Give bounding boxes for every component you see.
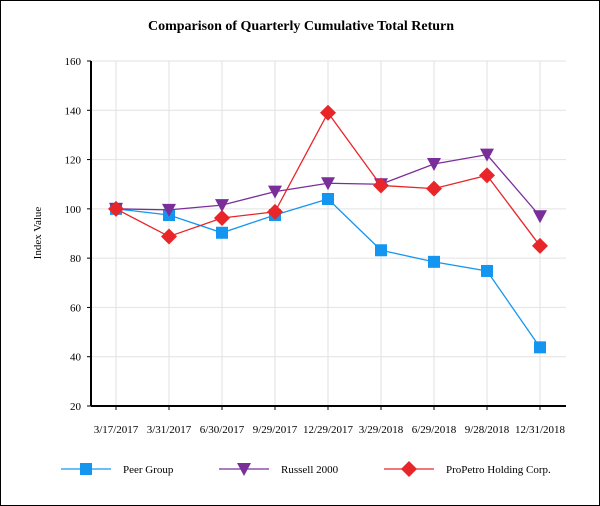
russell-2000-point <box>268 185 282 199</box>
legend-marker-propetro-holding-corp <box>401 461 417 477</box>
propetro-holding-corp-point <box>532 237 548 254</box>
y-tick-label: 160 <box>65 56 82 68</box>
peer-group-point <box>375 244 387 257</box>
x-tick-label: 12/29/2017 <box>303 424 354 436</box>
propetro-holding-corp-point <box>479 167 495 184</box>
legend-label-propetro-holding-corp: ProPetro Holding Corp. <box>446 464 551 476</box>
y-tick-label: 100 <box>65 204 82 216</box>
y-tick-label: 40 <box>70 352 82 364</box>
propetro-holding-corp-point <box>426 180 442 197</box>
peer-group-point <box>216 226 228 239</box>
legend-marker-russell-2000 <box>237 463 251 476</box>
propetro-holding-corp-point <box>373 177 389 194</box>
legend-label-peer-group: Peer Group <box>123 464 174 476</box>
propetro-holding-corp-point <box>161 228 177 245</box>
propetro-holding-corp-point <box>214 209 230 226</box>
propetro-holding-corp-point <box>108 200 124 217</box>
x-tick-label: 6/30/2017 <box>200 424 245 436</box>
x-tick-label: 3/29/2018 <box>359 424 404 436</box>
peer-group-point <box>428 255 440 268</box>
y-tick-label: 140 <box>65 105 82 117</box>
x-tick-label: 9/28/2018 <box>465 424 510 436</box>
y-axis-label: Index Value <box>32 207 44 260</box>
russell-2000-point <box>480 148 494 162</box>
x-tick-label: 6/29/2018 <box>412 424 457 436</box>
russell-2000-point <box>215 199 229 213</box>
peer-group-point <box>534 341 546 354</box>
russell-2000-point <box>162 203 176 217</box>
russell-2000-point <box>427 158 441 172</box>
x-tick-label: 3/31/2017 <box>147 424 192 436</box>
x-tick-label: 3/17/2017 <box>94 424 139 436</box>
legend-label-russell-2000: Russell 2000 <box>281 464 339 476</box>
y-tick-label: 80 <box>70 253 82 265</box>
x-tick-label: 9/29/2017 <box>253 424 298 436</box>
russell-2000-point <box>533 210 547 224</box>
peer-group-point <box>322 193 334 205</box>
legend-marker-peer-group <box>80 463 92 475</box>
y-tick-label: 20 <box>70 401 82 413</box>
propetro-holding-corp-point <box>267 203 283 220</box>
russell-2000-point <box>321 177 335 191</box>
y-tick-label: 60 <box>70 302 82 314</box>
x-tick-label: 12/31/2018 <box>515 424 566 436</box>
peer-group-point <box>481 264 493 277</box>
propetro-holding-corp-point <box>320 104 336 121</box>
y-tick-label: 120 <box>65 155 82 167</box>
chart-title: Comparison of Quarterly Cumulative Total… <box>148 19 454 34</box>
